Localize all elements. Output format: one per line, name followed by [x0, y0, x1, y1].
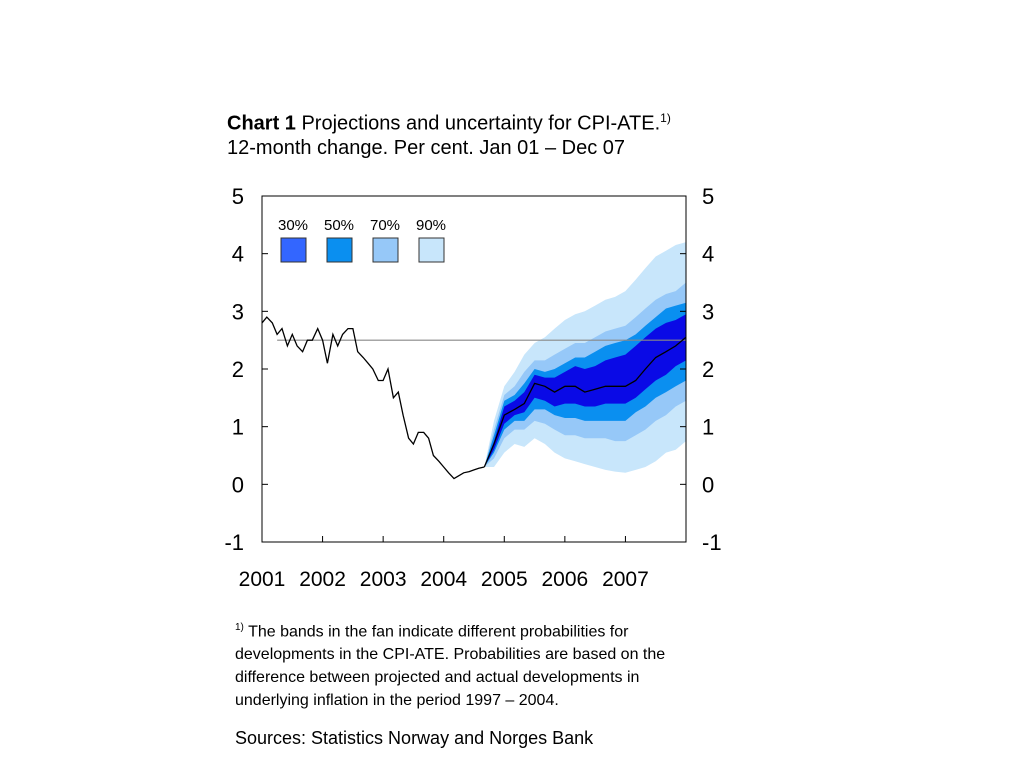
footnote-mark: 1) [235, 622, 244, 633]
legend-swatch [280, 237, 307, 263]
x-tick-label: 2002 [299, 568, 346, 591]
x-tick-label: 2006 [541, 568, 588, 591]
x-tick-label: 2003 [360, 568, 407, 591]
y-tick-label-left: 5 [232, 184, 244, 209]
y-tick-label-left: 1 [232, 415, 244, 440]
chart-number: Chart 1 [227, 112, 296, 135]
x-tick-label: 2005 [481, 568, 528, 591]
y-tick-label-right: 0 [702, 472, 714, 497]
x-tick-label: 2007 [602, 568, 649, 591]
x-tick-label: 2004 [420, 568, 467, 591]
y-tick-label-right: 5 [702, 184, 714, 209]
y-tick-label-left: 2 [232, 357, 244, 382]
fan-bands [484, 242, 686, 473]
legend-swatch [326, 237, 353, 263]
y-tick-label-right: 2 [702, 357, 714, 382]
y-tick-label-left: 3 [232, 299, 244, 324]
y-tick-label-left: 4 [232, 242, 244, 267]
historical-line [261, 316, 485, 480]
chart-subtitle: 12-month change. Per cent. Jan 01 – Dec … [227, 137, 626, 159]
legend-label: 70% [370, 217, 400, 234]
projection-median-line [483, 336, 687, 468]
legend-swatch [372, 237, 399, 263]
chart-legend: 30% 50% 70% 90% [278, 217, 446, 263]
y-tick-label-right: 1 [702, 415, 714, 440]
chart-title: Chart 1 Projections and uncertainty for … [227, 104, 671, 138]
x-tick-label: 2001 [239, 568, 286, 591]
legend-label: 90% [416, 217, 446, 234]
legend-label: 30% [278, 217, 308, 234]
fan-band-30pct [484, 314, 686, 467]
y-tick-label-left: -1 [224, 530, 244, 555]
legend-label: 50% [324, 217, 354, 234]
footnote: 1) The bands in the fan indicate differe… [235, 616, 695, 712]
y-tick-label-left: 0 [232, 472, 244, 497]
y-tick-label-right: 3 [702, 299, 714, 324]
legend-swatch [418, 237, 445, 263]
footnote-text: The bands in the fan indicate different … [235, 623, 666, 710]
sources-note: Sources: Statistics Norway and Norges Ba… [235, 728, 594, 748]
y-tick-label-right: -1 [702, 530, 722, 555]
chart-title-text: Projections and uncertainty for CPI-ATE. [301, 112, 661, 135]
chart-lines [261, 316, 687, 480]
y-tick-label-right: 4 [702, 242, 714, 267]
chart-axes: -1 0 1 2 3 4 5 -1 0 1 2 3 4 5 2001 2002 2003 2004 2005 2006… [224, 184, 721, 591]
title-footnote-mark: 1) [660, 111, 671, 125]
